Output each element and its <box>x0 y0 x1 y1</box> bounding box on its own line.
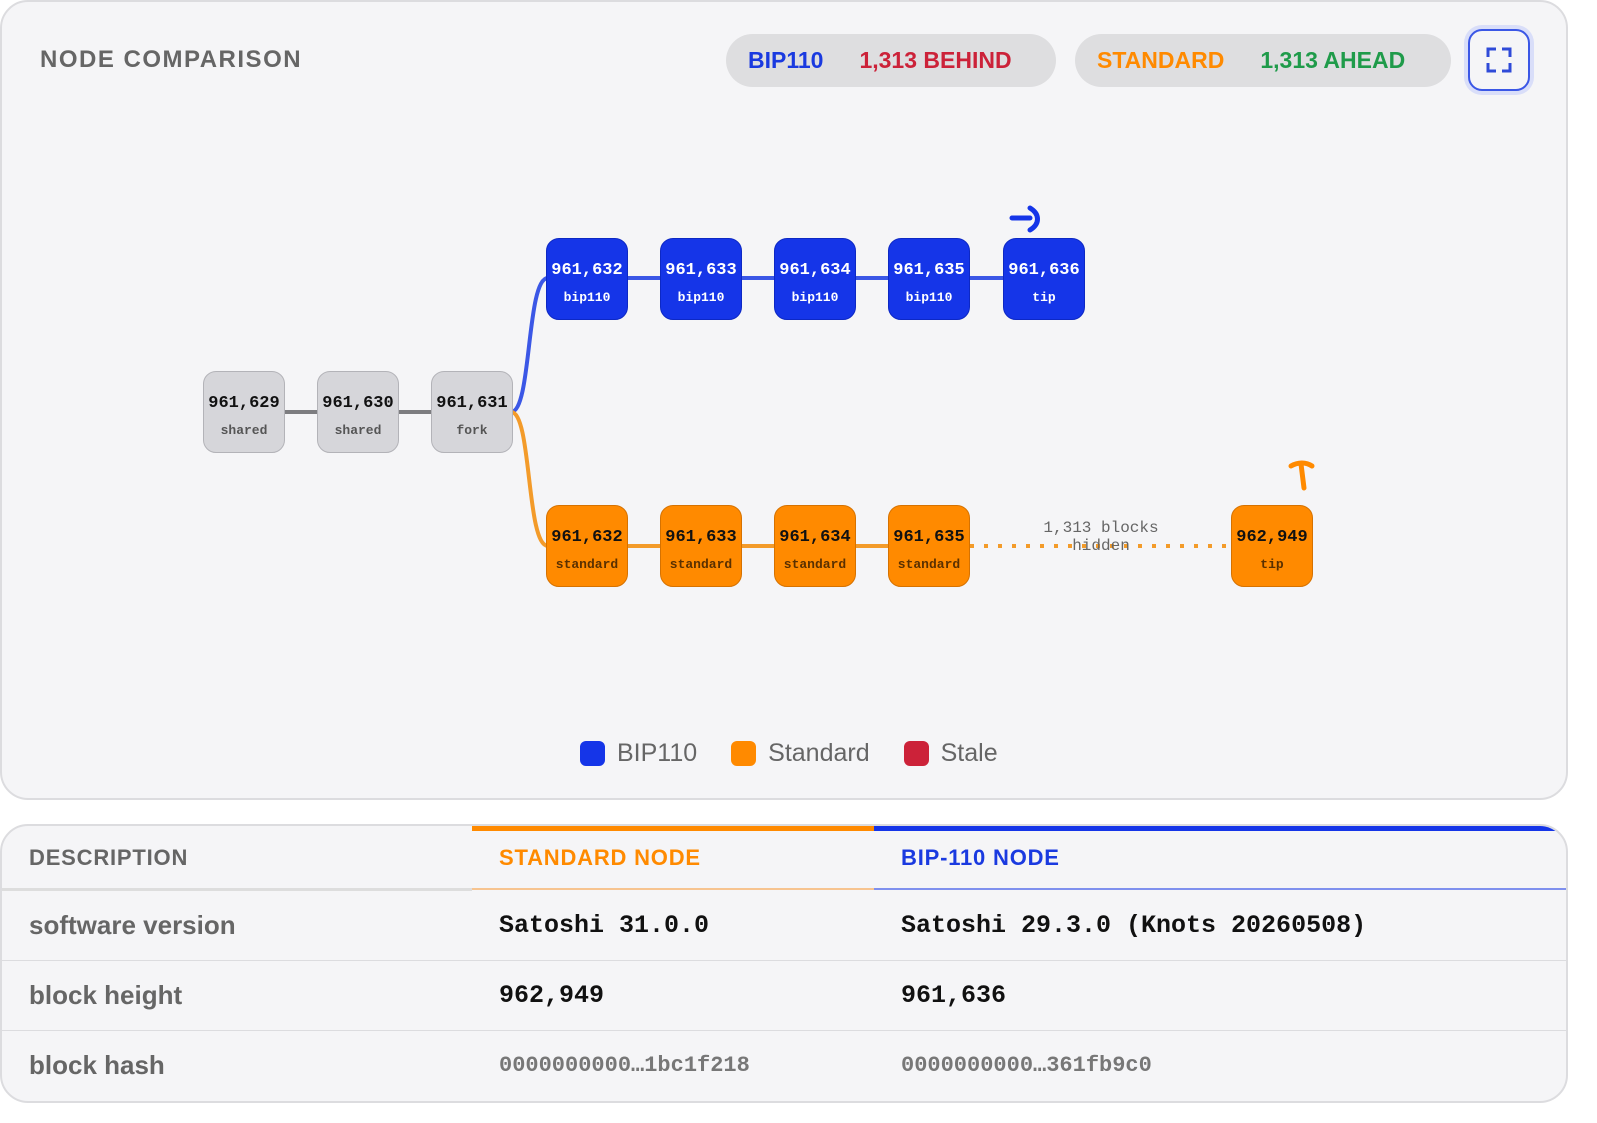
block-height: 961,633 <box>665 528 737 547</box>
block: 961,634 standard <box>774 505 856 587</box>
table-cell: block height <box>29 979 183 1010</box>
block-height: 961,630 <box>322 394 394 413</box>
block-tag: standard <box>783 557 847 572</box>
badge-name: BIP110 <box>748 47 824 73</box>
chain-diagram: 1,313 blocks hidden 961,629 shared 961,630… <box>2 2 1566 798</box>
block-height: 961,634 <box>779 528 851 547</box>
table-cell: Satoshi 29.3.0 (Knots 20260508) <box>901 910 1367 940</box>
block-height: 961,635 <box>893 261 965 280</box>
legend-label: Standard <box>768 738 870 767</box>
table-cell: 961,636 <box>901 980 1007 1010</box>
card-title: NODE COMPARISON <box>40 46 303 73</box>
table-cell: 962,949 <box>499 980 605 1010</box>
block-tag: standard <box>555 557 619 572</box>
bip110-badge: BIP110 1,313 BEHIND <box>726 34 1056 87</box>
block-height: 962,949 <box>1236 528 1308 547</box>
block: 961,636 tip <box>1003 238 1085 320</box>
column-header: STANDARD NODE <box>499 845 701 870</box>
header-rule <box>874 888 1566 890</box>
block: 961,635 bip110 <box>888 238 970 320</box>
block-tag: bip110 <box>677 290 725 305</box>
header-rule <box>2 888 472 891</box>
block-tag: tip <box>1260 557 1284 572</box>
legend-swatch <box>903 740 929 766</box>
block-height: 961,632 <box>551 528 623 547</box>
block: 961,632 bip110 <box>546 238 628 320</box>
legend-swatch <box>731 740 757 766</box>
block: 961,632 standard <box>546 505 628 587</box>
row-rule <box>2 1030 1566 1031</box>
fullscreen-icon <box>1486 47 1512 73</box>
block: 961,629 shared <box>203 371 285 453</box>
badge-status: 1,313 BEHIND <box>859 47 1012 73</box>
legend-label: Stale <box>940 738 998 767</box>
badge-name: STANDARD <box>1097 47 1225 73</box>
block-height: 961,633 <box>665 261 737 280</box>
column-header: DESCRIPTION <box>29 845 189 870</box>
block-tag: standard <box>897 557 961 572</box>
column-header: BIP-110 NODE <box>901 845 1060 870</box>
block-tag: bip110 <box>905 290 953 305</box>
table-cell: block hash <box>29 1049 165 1080</box>
hidden-note: 1,313 blocks hidden <box>1043 519 1159 555</box>
block: 961,633 standard <box>660 505 742 587</box>
header-rule <box>472 888 874 890</box>
block-height: 961,632 <box>551 261 623 280</box>
row-rule <box>2 960 1566 961</box>
legend-swatch <box>580 740 605 766</box>
block-tag: shared <box>220 423 268 438</box>
block-height: 961,635 <box>893 528 965 547</box>
standard-badge: STANDARD 1,313 AHEAD <box>1075 34 1451 87</box>
table-cell: 0000000000…1bc1f218 <box>499 1052 750 1078</box>
block-tag: tip <box>1032 290 1056 305</box>
block: 962,949 tip <box>1231 505 1313 587</box>
block-height: 961,634 <box>779 261 851 280</box>
block-tag: bip110 <box>791 290 839 305</box>
chain-links <box>283 205 1315 548</box>
badge-status: 1,313 AHEAD <box>1260 47 1406 73</box>
block: 961,631 fork <box>431 371 513 453</box>
block: 961,635 standard <box>888 505 970 587</box>
block-height: 961,631 <box>436 394 508 413</box>
block-height: 961,636 <box>1008 261 1080 280</box>
top-bar <box>874 826 1566 831</box>
table-cell: software version <box>29 909 236 940</box>
block-height: 961,629 <box>208 394 280 413</box>
block-tag: fork <box>456 423 488 438</box>
block-tag: shared <box>334 423 382 438</box>
comparison-card: NODE COMPARISON BIP110 1,313 BEHIND STAN… <box>0 0 1568 800</box>
block-tag: bip110 <box>563 290 611 305</box>
table-cell: 0000000000…361fb9c0 <box>901 1052 1152 1078</box>
block-tag: standard <box>669 557 733 572</box>
legend-label: BIP110 <box>617 738 698 767</box>
fullscreen-button[interactable] <box>1468 29 1530 91</box>
comparison-table: DESCRIPTION STANDARD NODE BIP-110 NODE soft… <box>0 824 1568 1103</box>
block: 961,634 bip110 <box>774 238 856 320</box>
table-cell: Satoshi 31.0.0 <box>499 910 710 940</box>
block: 961,630 shared <box>317 371 399 453</box>
legend: BIP110 Standard Stale <box>580 738 998 768</box>
block: 961,633 bip110 <box>660 238 742 320</box>
top-bar <box>472 826 874 831</box>
